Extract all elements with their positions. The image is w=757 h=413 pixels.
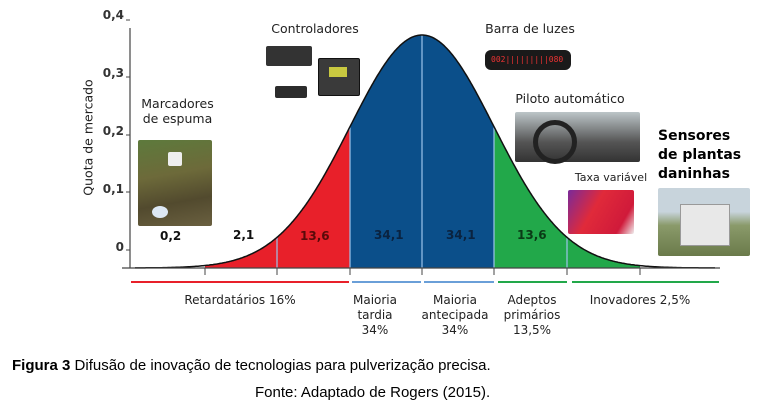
tech-label-marcadores: Marcadores de espuma (141, 96, 214, 126)
tech-label-sensores: Sensores de plantas daninhas (658, 128, 742, 182)
y-tick-label: 0,4 (102, 8, 124, 22)
foam-icon (152, 206, 168, 218)
tech-label-controladores: Controladores (271, 21, 359, 36)
valve-manifold-icon (266, 46, 312, 66)
steering-wheel-icon (533, 120, 577, 164)
autopilot-photo (515, 112, 640, 164)
y-tick-label: 0,1 (102, 182, 124, 196)
variable-rate-map (568, 190, 634, 234)
foam-marker-icon (168, 152, 182, 166)
flow-meter-icon (275, 86, 307, 98)
segment-value: 2,1 (233, 228, 255, 242)
caption-text: Difusão de inovação de tecnologias para … (70, 357, 491, 374)
weed-sensor-robot-photo (658, 188, 750, 256)
y-tick-label: 0,3 (102, 66, 124, 80)
group-label-maioria-tardia: Maioria tardia 34% (352, 293, 397, 337)
early-adopters-area (494, 126, 640, 268)
bell-curve-outline (135, 34, 715, 269)
tech-label-barra-de-luzes: Barra de luzes (485, 21, 575, 36)
console-screen (329, 67, 347, 77)
figure-caption: Figura 3 Difusão de inovação de tecnolog… (12, 357, 491, 374)
lightbar-photo: 002|||||||||080 (485, 50, 571, 70)
lightbar-display: 002|||||||||080 (491, 55, 564, 64)
y-tick-label: 0,2 (102, 124, 124, 138)
y-tick-label: 0 (115, 240, 124, 254)
tech-label-taxa-variavel: Taxa variável (574, 171, 648, 184)
robot-icon (680, 204, 730, 246)
segment-value: 34,1 (446, 228, 476, 242)
group-label-inovadores: Inovadores 2,5% (589, 293, 691, 307)
diffusion-curve-chart (122, 19, 720, 283)
segment-value: 34,1 (374, 228, 404, 242)
group-label-adeptos-primarios: Adeptos primários 13,5% (503, 293, 561, 337)
foam-marker-photo (138, 140, 212, 226)
group-label-retardatarios: Retardatários 16% (184, 293, 296, 307)
group-label-maioria-antecipada: Maioria antecipada 34% (421, 293, 489, 337)
segment-value: 13,6 (517, 228, 547, 242)
controller-console-icon (318, 58, 360, 96)
segment-value: 13,6 (300, 229, 330, 243)
late-adopters-area (205, 126, 350, 268)
figure-number: Figura 3 (12, 357, 71, 374)
tech-label-piloto: Piloto automático (515, 91, 625, 106)
figure-source: Fonte: Adaptado de Rogers (2015). (255, 384, 491, 401)
segment-value: 0,2 (160, 229, 182, 243)
y-axis-label: Quota de mercado (80, 79, 96, 196)
